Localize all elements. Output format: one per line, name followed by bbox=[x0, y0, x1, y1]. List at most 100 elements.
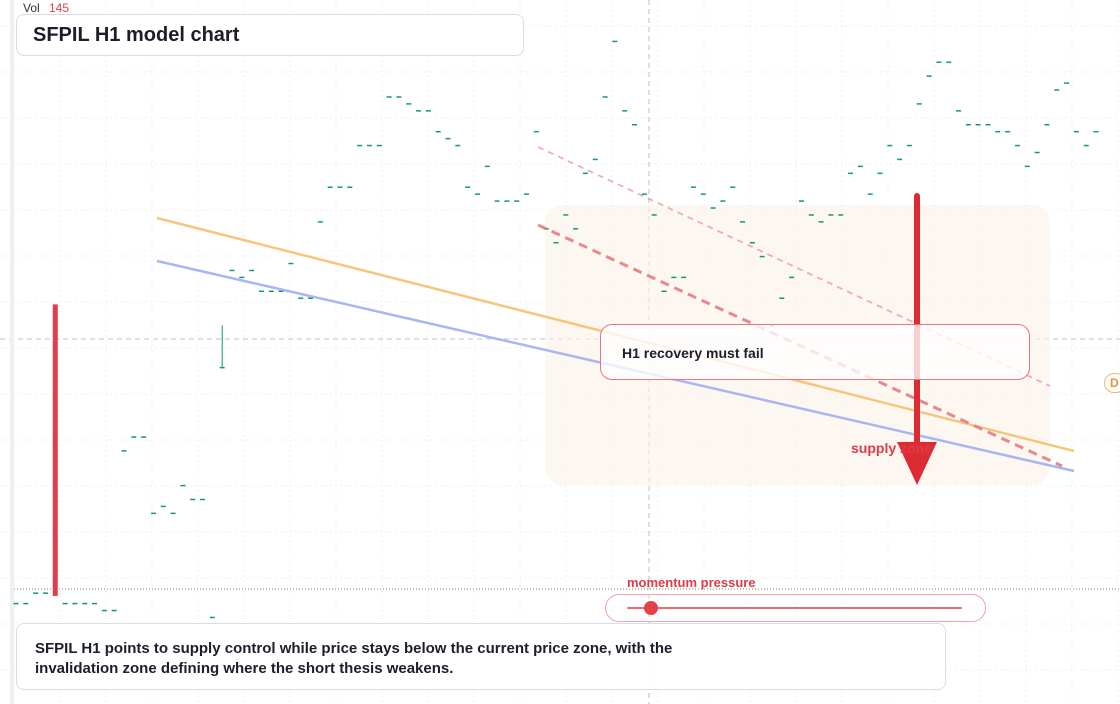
candle-body bbox=[200, 498, 206, 501]
candle bbox=[1083, 144, 1089, 147]
candle bbox=[317, 221, 323, 223]
candle bbox=[965, 123, 971, 126]
candle-body bbox=[720, 200, 726, 202]
candle-body bbox=[553, 241, 559, 244]
candle bbox=[406, 103, 412, 105]
candle bbox=[101, 609, 107, 612]
candle bbox=[445, 137, 451, 140]
candle-body bbox=[1073, 130, 1079, 133]
candle-body bbox=[416, 110, 422, 112]
candle bbox=[396, 96, 402, 98]
candle-body bbox=[573, 228, 579, 230]
candle bbox=[877, 172, 883, 175]
candle-body bbox=[602, 96, 608, 98]
candle bbox=[592, 158, 598, 161]
candle bbox=[1044, 123, 1050, 126]
candle-body bbox=[1005, 130, 1011, 133]
candle bbox=[573, 228, 579, 230]
candle-body bbox=[23, 602, 29, 605]
candle-body bbox=[258, 290, 264, 293]
candle-body bbox=[33, 592, 39, 594]
candle-body bbox=[897, 158, 903, 161]
candle bbox=[82, 602, 88, 605]
candle bbox=[543, 228, 549, 230]
candle bbox=[671, 276, 677, 279]
left-price-edge bbox=[10, 0, 14, 704]
candle-body bbox=[789, 276, 795, 279]
candle-body bbox=[131, 436, 137, 438]
momentum-knob bbox=[643, 601, 658, 615]
candle bbox=[916, 103, 922, 105]
candle-body bbox=[82, 602, 88, 605]
candle bbox=[209, 616, 215, 619]
candle-body bbox=[759, 255, 765, 258]
candle-body bbox=[406, 103, 412, 105]
candle-body bbox=[808, 214, 814, 216]
candle bbox=[1034, 151, 1040, 154]
candle-body bbox=[641, 193, 647, 195]
candle bbox=[946, 61, 952, 64]
candle-body bbox=[936, 61, 942, 64]
candle-body bbox=[798, 200, 804, 202]
candle bbox=[62, 602, 68, 605]
candle-body bbox=[396, 96, 402, 98]
candle bbox=[867, 193, 873, 195]
candle-body bbox=[622, 110, 628, 112]
candle bbox=[906, 144, 912, 147]
candle bbox=[720, 200, 726, 202]
candle-body bbox=[229, 269, 235, 272]
candle bbox=[641, 193, 647, 195]
candle bbox=[33, 592, 39, 594]
candle bbox=[1093, 130, 1099, 133]
candle-body bbox=[150, 512, 156, 515]
candle bbox=[52, 304, 58, 596]
candle-body bbox=[838, 214, 844, 216]
candle bbox=[563, 214, 569, 216]
candle-body bbox=[317, 221, 323, 223]
candle-body bbox=[582, 172, 588, 175]
candle bbox=[975, 123, 981, 126]
candle-body bbox=[42, 592, 48, 594]
candle-body bbox=[190, 498, 196, 501]
candle-body bbox=[366, 144, 372, 147]
candle-body bbox=[160, 505, 166, 508]
candle bbox=[897, 158, 903, 161]
candle-body bbox=[700, 193, 706, 195]
candle bbox=[710, 207, 716, 209]
candle-body bbox=[956, 110, 962, 112]
candle-body bbox=[249, 269, 255, 272]
candle bbox=[759, 255, 765, 258]
candle-body bbox=[828, 214, 834, 216]
candle bbox=[268, 290, 274, 293]
candle-body bbox=[651, 214, 657, 216]
candle bbox=[1005, 130, 1011, 133]
candle bbox=[278, 290, 284, 293]
candle bbox=[848, 172, 854, 175]
candle-body bbox=[52, 304, 58, 596]
candle bbox=[92, 602, 98, 605]
candle-body bbox=[749, 241, 755, 244]
candle bbox=[818, 221, 824, 223]
candle-body bbox=[661, 290, 667, 293]
candle bbox=[661, 290, 667, 293]
candle-body bbox=[563, 214, 569, 216]
candle bbox=[190, 498, 196, 501]
candle-body bbox=[916, 103, 922, 105]
candle bbox=[72, 602, 78, 605]
chart-title: SFPIL H1 model chart bbox=[16, 14, 524, 56]
candle bbox=[524, 193, 530, 195]
candle-body bbox=[877, 172, 883, 175]
candle bbox=[779, 297, 785, 299]
candle-body bbox=[425, 110, 431, 112]
candle-body bbox=[965, 123, 971, 126]
candle bbox=[582, 172, 588, 175]
candle-body bbox=[730, 186, 736, 188]
candle bbox=[229, 269, 235, 272]
candle bbox=[376, 144, 382, 147]
candle bbox=[455, 144, 461, 147]
candle bbox=[111, 609, 117, 612]
candle-body bbox=[848, 172, 854, 175]
candle bbox=[1064, 82, 1070, 84]
candle bbox=[160, 505, 166, 508]
candle-body bbox=[946, 61, 952, 64]
